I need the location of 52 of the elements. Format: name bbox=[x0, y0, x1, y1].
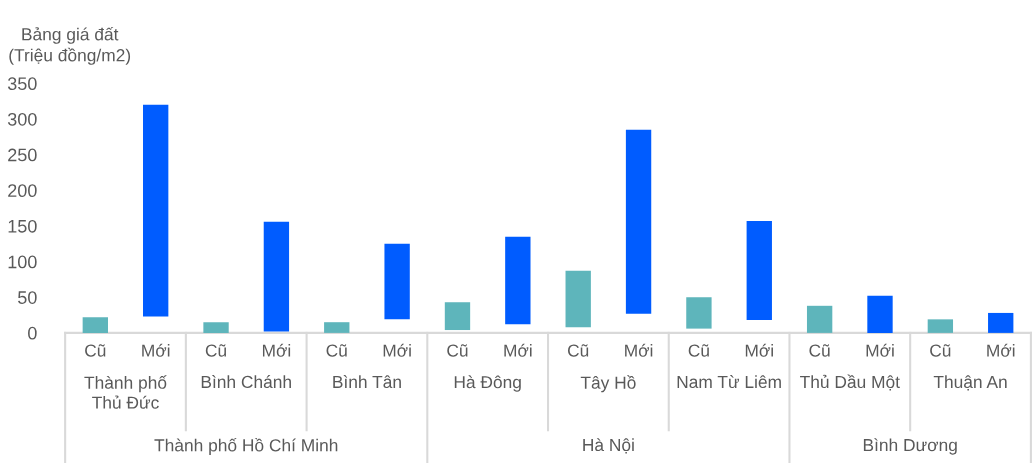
bar bbox=[746, 220, 772, 321]
bar bbox=[988, 312, 1014, 333]
y-axis-title: Bảng giá đất (Triệu đồng/m2) bbox=[9, 26, 131, 65]
bar bbox=[143, 104, 169, 317]
text: Bình Dương bbox=[863, 438, 957, 455]
bar bbox=[927, 319, 954, 333]
bar bbox=[867, 295, 893, 333]
text: Thành phố Thủ Đức bbox=[84, 375, 167, 409]
text: Thủ Dầu Một bbox=[800, 374, 900, 391]
y-tick-label: 350 bbox=[7, 77, 37, 91]
bar bbox=[505, 236, 531, 325]
x-tick-label: Mới bbox=[504, 343, 532, 357]
x-tick-label: Mới bbox=[142, 343, 170, 357]
y-tick-label: 150 bbox=[8, 219, 37, 233]
bar bbox=[324, 322, 350, 333]
text: Hà Nội bbox=[583, 438, 634, 454]
y-tick-label: 100 bbox=[8, 255, 37, 269]
bar bbox=[444, 302, 471, 331]
x-tick-label: Cũ bbox=[85, 344, 106, 357]
x-tick-label: Mới bbox=[625, 343, 653, 357]
bar bbox=[565, 270, 591, 328]
y-tick-label: 200 bbox=[8, 184, 37, 198]
y-tick-label: 50 bbox=[18, 291, 37, 304]
text: Bình Chánh bbox=[201, 375, 291, 389]
x-tick-label: Mới bbox=[383, 343, 411, 357]
text: Thuận An bbox=[933, 375, 1007, 391]
bar bbox=[384, 243, 410, 320]
y-tick-label: 250 bbox=[8, 148, 37, 162]
x-tick-label: Mới bbox=[866, 343, 894, 357]
text: Hà Đông bbox=[454, 375, 521, 392]
x-tick-label: Cũ bbox=[688, 344, 709, 357]
x-tick-label: Cũ bbox=[930, 344, 951, 357]
x-tick-label: Cũ bbox=[567, 344, 589, 357]
bar bbox=[625, 129, 652, 314]
y-tick-label: 300 bbox=[7, 112, 37, 126]
bar bbox=[806, 305, 833, 333]
y-tick-label: 0 bbox=[28, 326, 37, 340]
text: Thành phố Hồ Chí Minh bbox=[154, 437, 338, 455]
x-tick-label: Mới bbox=[745, 343, 773, 357]
text: Nam Từ Liêm bbox=[677, 375, 781, 389]
bar bbox=[686, 297, 712, 329]
bar bbox=[203, 322, 229, 333]
x-tick-label: Cũ bbox=[205, 344, 226, 357]
bar bbox=[263, 221, 290, 332]
x-tick-label: Mới bbox=[987, 343, 1015, 357]
text: Bình Tân bbox=[333, 375, 401, 389]
x-tick-label: Cũ bbox=[447, 344, 468, 357]
x-tick-label: Mới bbox=[262, 343, 291, 357]
x-tick-label: Cũ bbox=[809, 344, 830, 357]
text: Tây Hồ bbox=[580, 375, 636, 393]
x-tick-label: Cũ bbox=[326, 344, 347, 357]
bar bbox=[82, 317, 108, 333]
